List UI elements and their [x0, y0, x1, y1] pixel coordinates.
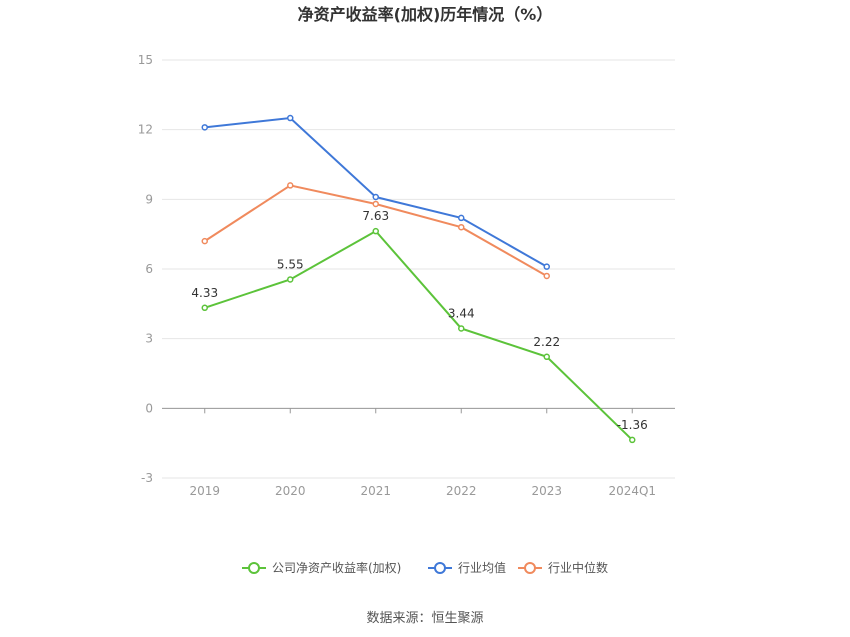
legend-marker: [434, 562, 446, 574]
source-note: 数据来源：恒生聚源: [366, 611, 483, 626]
data-label: 4.33: [191, 286, 218, 300]
data-point: [458, 223, 465, 231]
x-tick-label: 2021: [360, 484, 391, 498]
series-line: [204, 117, 548, 268]
legend-item[interactable]: 行业中位数: [518, 560, 608, 575]
data-point: [458, 214, 465, 222]
x-axis: 2019 2020 2021 2022 2023 2024Q1: [162, 407, 675, 498]
y-axis: -3 0 3 6 9 12 15: [138, 53, 153, 485]
data-label: 2.22: [533, 335, 560, 349]
data-label: -1.36: [617, 418, 648, 432]
legend-marker: [248, 562, 260, 574]
legend: 公司净资产收益率(加权) 行业均值 行业中位数: [242, 560, 608, 575]
data-label: 7.63: [362, 209, 389, 223]
data-point: [287, 182, 294, 189]
legend-item[interactable]: 行业均值: [428, 560, 506, 575]
data-point: [201, 304, 208, 312]
data-point: [287, 114, 294, 122]
data-label: 3.44: [448, 306, 475, 320]
data-point: [543, 272, 550, 280]
legend-marker: [524, 562, 536, 574]
data-point: [543, 263, 550, 270]
y-tick-label: 6: [145, 262, 153, 276]
data-label: 5.55: [277, 257, 304, 271]
data-point: [201, 124, 208, 131]
x-tick-label: 2022: [446, 484, 477, 498]
y-tick-label: 0: [145, 401, 153, 415]
x-tick-label: 2020: [275, 484, 306, 498]
y-tick-label: 12: [138, 123, 153, 137]
data-point: [458, 325, 465, 332]
chart-title: 净资产收益率(加权)历年情况（%）: [298, 5, 553, 24]
y-tick-label: 15: [138, 53, 153, 67]
data-point: [372, 193, 379, 201]
legend-label: 公司净资产收益率(加权): [272, 560, 401, 575]
data-point: [372, 200, 379, 208]
series-line: [204, 229, 633, 441]
data-labels: 4.33 5.55 7.63 3.44 2.22 -1.36: [191, 209, 647, 432]
legend-label: 行业中位数: [548, 560, 608, 575]
x-tick-label: 2024Q1: [608, 484, 656, 498]
data-point: [372, 227, 379, 235]
x-tick-label: 2023: [531, 484, 562, 498]
x-tick-label: 2019: [189, 484, 220, 498]
legend-label: 行业均值: [458, 560, 506, 575]
data-point: [629, 436, 636, 444]
data-point: [201, 237, 208, 245]
y-tick-label: 9: [145, 192, 153, 206]
legend-item[interactable]: 公司净资产收益率(加权): [242, 560, 401, 575]
y-tick-label: 3: [145, 332, 153, 346]
y-tick-label: -3: [141, 471, 153, 485]
data-point: [543, 353, 550, 361]
data-point: [287, 276, 294, 283]
series-group: [201, 114, 636, 444]
